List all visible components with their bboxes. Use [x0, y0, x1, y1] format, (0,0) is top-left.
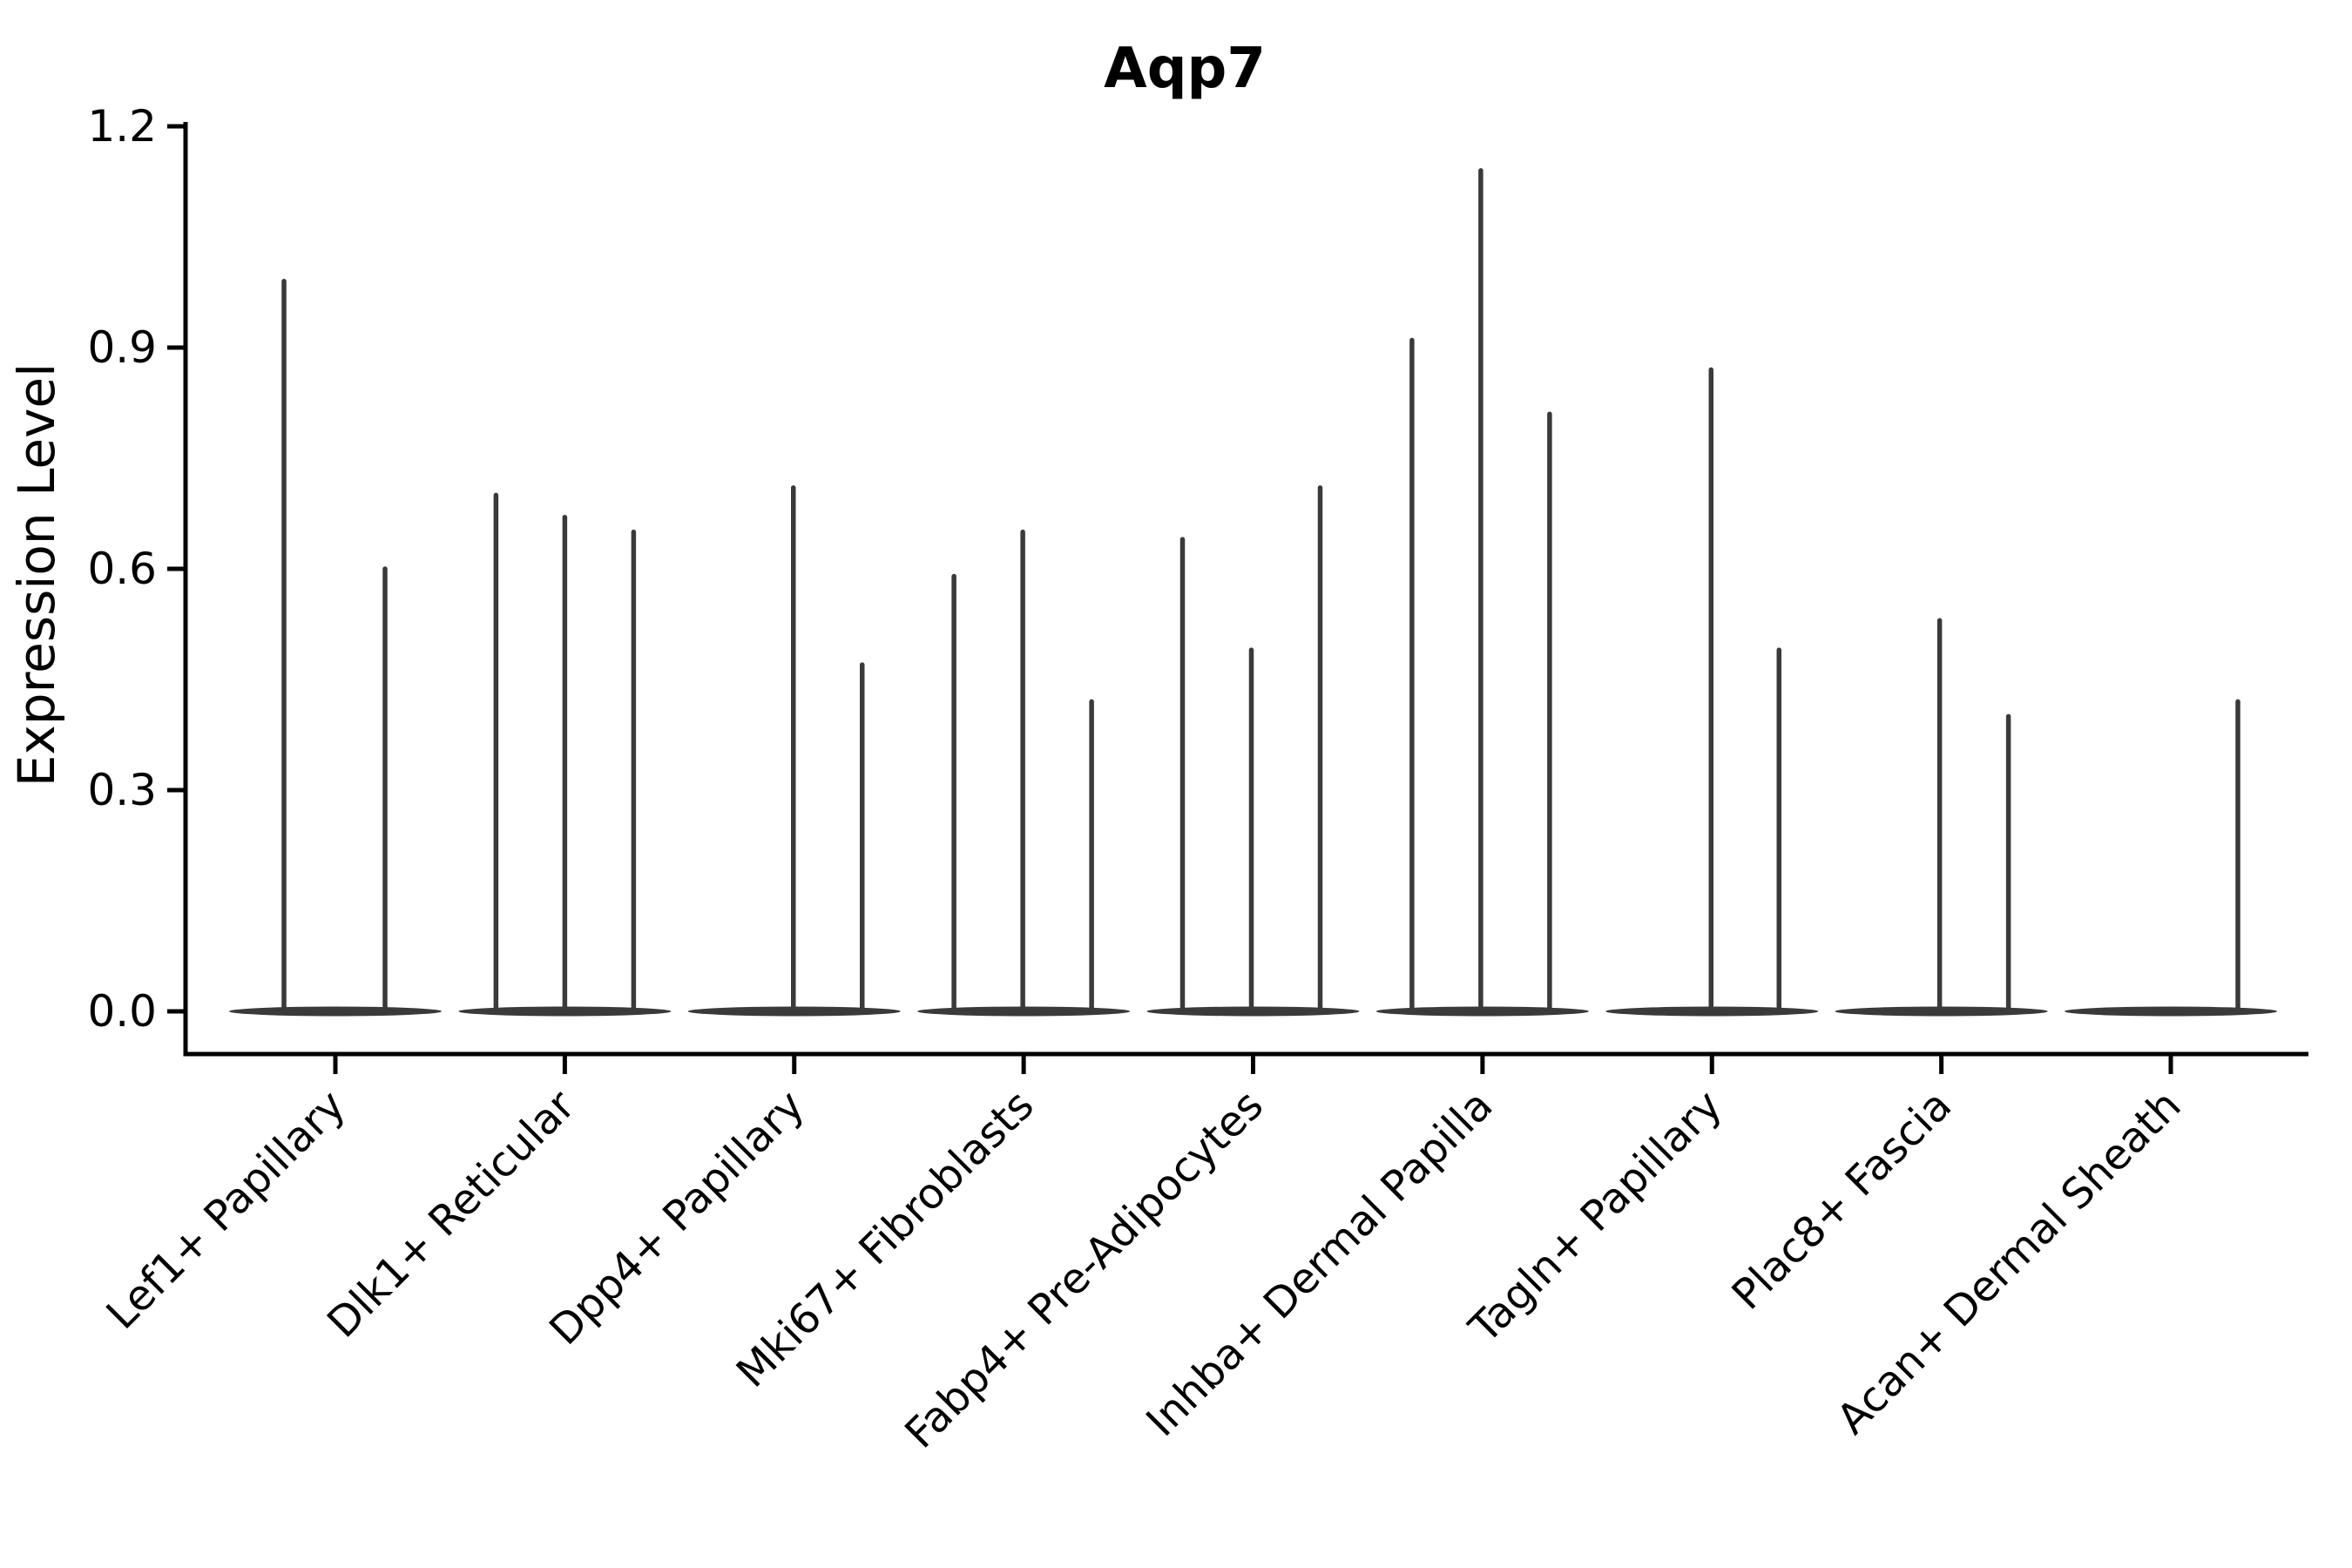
y-tick-label: 0.9 — [87, 322, 157, 373]
x-tick-label: Lef1+ Papillary — [98, 1081, 355, 1339]
y-tick-label: 1.2 — [87, 101, 157, 152]
violin-base — [2065, 1006, 2277, 1017]
x-tick-label: Plac8+ Fascia — [1723, 1081, 1962, 1320]
x-tick-label: Dlk1+ Reticular — [318, 1081, 585, 1348]
violin-base — [229, 1006, 442, 1017]
x-tick-label: Dpp4+ Papillary — [540, 1081, 814, 1355]
y-tick-label: 0.6 — [87, 544, 157, 594]
y-tick-label: 0.0 — [87, 986, 157, 1037]
y-tick-label: 0.3 — [87, 765, 157, 815]
y-axis-label: Expression Level — [7, 363, 66, 787]
x-tick-label: Tagln+ Papillary — [1459, 1081, 1731, 1353]
chart-title: Aqp7 — [1104, 37, 1266, 101]
